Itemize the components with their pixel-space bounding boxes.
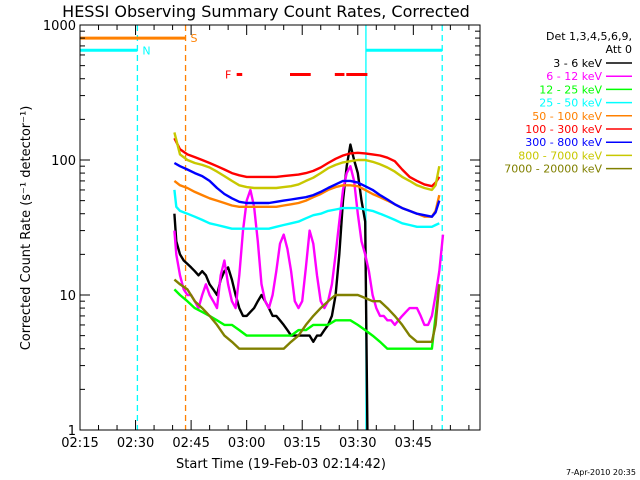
y-tick-label: 1000 [43, 19, 76, 34]
series-line-6 [173, 161, 441, 218]
y-tick-label: 1 [68, 424, 76, 439]
legend-label-5: 100 - 300 keV [525, 123, 602, 136]
y-tick-label: 10 [59, 289, 76, 304]
axes: 1 10 100 1000 02:15 02:30 02:45 03:00 03:15 03:30… [43, 19, 480, 451]
x-tick-label: 03:00 [228, 436, 265, 451]
x-tick-label: 02:45 [172, 436, 209, 451]
top-bar-label-1: N [142, 44, 150, 57]
series-line-8 [173, 278, 441, 350]
x-axis-label: Start Time (19-Feb-03 02:14:42) [176, 457, 386, 472]
series-line-5 [173, 137, 441, 188]
x-tick-label: 02:30 [117, 436, 154, 451]
legend-label-6: 300 - 800 keV [525, 136, 602, 149]
top-bar-label-0: S [191, 32, 198, 45]
y-axis-label: Corrected Count Rate (s⁻¹ detector⁻¹) [19, 106, 34, 351]
x-tick-label: 02:15 [61, 436, 98, 451]
legend-label-0: 3 - 6 keV [553, 57, 602, 70]
legend-label-1: 6 - 12 keV [546, 70, 602, 83]
legend-label-7: 800 - 7000 keV [518, 149, 602, 162]
legend-label-3: 25 - 50 keV [539, 97, 602, 110]
legend-label-2: 12 - 25 keV [539, 83, 602, 96]
series-line-2 [173, 284, 441, 350]
plot-frame [79, 24, 481, 431]
legend-label-8: 7000 - 20000 keV [504, 163, 602, 176]
x-tick-label: 03:30 [339, 436, 376, 451]
x-tick-label: 03:45 [395, 436, 432, 451]
legend-header-line-1: Det 1,3,4,5,6,9, [546, 30, 632, 43]
plot-content: S N F [80, 25, 445, 431]
legend-header-line-2: Att 0 [606, 43, 632, 56]
series-line-3 [173, 189, 440, 230]
y-tick-label: 100 [51, 154, 76, 169]
series-line-0 [173, 143, 369, 431]
chart-title: HESSI Observing Summary Count Rates, Cor… [62, 2, 470, 21]
timestamp-footer: 7-Apr-2010 20:35 [566, 468, 636, 477]
series-line-7 [173, 132, 441, 192]
flare-label: F [225, 68, 231, 81]
legend-label-4: 50 - 100 keV [532, 110, 602, 123]
x-tick-label: 03:15 [283, 436, 320, 451]
